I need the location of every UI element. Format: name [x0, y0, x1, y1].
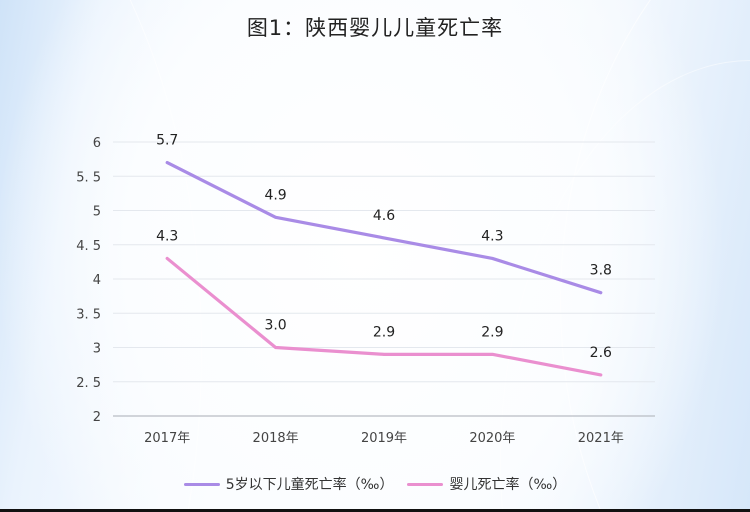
legend-line-icon [183, 482, 220, 486]
y-tick-label: 3. 5 [76, 307, 101, 322]
x-tick-label: 2017年 [144, 431, 190, 446]
y-tick-label: 4. 5 [76, 239, 101, 254]
data-label: 4.3 [156, 228, 178, 244]
data-label: 4.9 [264, 187, 286, 203]
y-tick-label: 5 [93, 205, 101, 220]
y-tick-label: 4 [93, 273, 101, 288]
legend-item-under5[interactable]: 5岁以下儿童死亡率（‰） [183, 474, 394, 494]
y-tick-label: 6 [93, 136, 101, 151]
data-label: 5.7 [156, 133, 178, 149]
data-label: 3.8 [590, 263, 612, 279]
x-tick-label: 2018年 [253, 431, 299, 446]
series-line-under5[interactable] [165, 160, 603, 295]
x-tick-label: 2020年 [469, 431, 515, 446]
x-tick-label: 2019年 [361, 431, 407, 446]
chart-legend: 5岁以下儿童死亡率（‰） 婴儿死亡率（‰） [0, 474, 750, 494]
data-label: 4.3 [481, 228, 503, 244]
bottom-border [0, 509, 750, 512]
data-label: 2.9 [481, 324, 503, 340]
legend-label: 婴儿死亡率（‰） [449, 477, 567, 493]
legend-line-icon [407, 482, 444, 486]
data-label: 2.9 [373, 324, 395, 340]
x-tick-label: 2021年 [578, 431, 624, 446]
y-tick-label: 2. 5 [76, 376, 101, 391]
legend-item-infant[interactable]: 婴儿死亡率（‰） [407, 474, 566, 494]
chart-title: 图1：陕西婴儿儿童死亡率 [246, 16, 504, 40]
series-line-infant[interactable] [165, 256, 603, 377]
data-label: 4.6 [373, 208, 395, 224]
y-tick-label: 2 [93, 410, 101, 425]
y-tick-label: 5. 5 [76, 170, 101, 185]
legend-label: 5岁以下儿童死亡率（‰） [225, 477, 394, 493]
data-label: 2.6 [590, 345, 612, 361]
data-label: 3.0 [264, 318, 286, 334]
y-tick-label: 3 [93, 342, 101, 357]
